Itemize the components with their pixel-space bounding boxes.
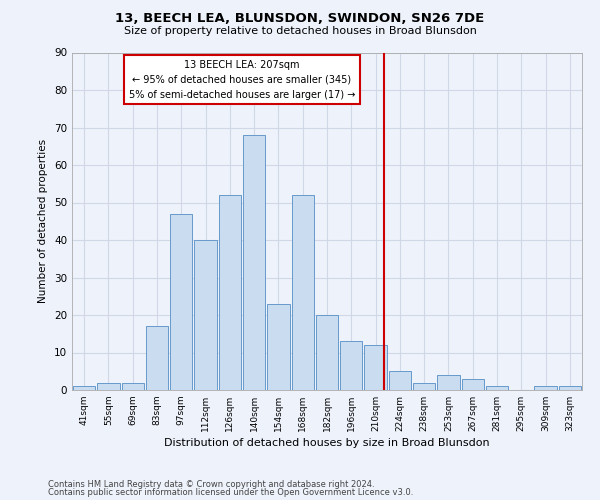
X-axis label: Distribution of detached houses by size in Broad Blunsdon: Distribution of detached houses by size … [164, 438, 490, 448]
Text: 13 BEECH LEA: 207sqm
← 95% of detached houses are smaller (345)
5% of semi-detac: 13 BEECH LEA: 207sqm ← 95% of detached h… [129, 60, 355, 100]
Y-axis label: Number of detached properties: Number of detached properties [38, 139, 49, 304]
Bar [535, 386, 557, 390]
Bar [170, 214, 193, 390]
Bar [73, 386, 95, 390]
Text: 13, BEECH LEA, BLUNSDON, SWINDON, SN26 7DE: 13, BEECH LEA, BLUNSDON, SWINDON, SN26 7… [115, 12, 485, 26]
Bar [292, 195, 314, 390]
Bar [559, 386, 581, 390]
Bar [97, 382, 119, 390]
Bar [413, 382, 436, 390]
Bar [486, 386, 508, 390]
Bar [146, 326, 168, 390]
Text: Size of property relative to detached houses in Broad Blunsdon: Size of property relative to detached ho… [124, 26, 476, 36]
Bar [243, 135, 265, 390]
Bar [437, 375, 460, 390]
Bar [218, 195, 241, 390]
Bar [364, 345, 387, 390]
Bar [340, 341, 362, 390]
Text: Contains public sector information licensed under the Open Government Licence v3: Contains public sector information licen… [48, 488, 413, 497]
Bar [122, 382, 144, 390]
Bar [461, 379, 484, 390]
Bar [316, 315, 338, 390]
Bar [389, 371, 411, 390]
Bar [194, 240, 217, 390]
Text: Contains HM Land Registry data © Crown copyright and database right 2024.: Contains HM Land Registry data © Crown c… [48, 480, 374, 489]
Bar [267, 304, 290, 390]
